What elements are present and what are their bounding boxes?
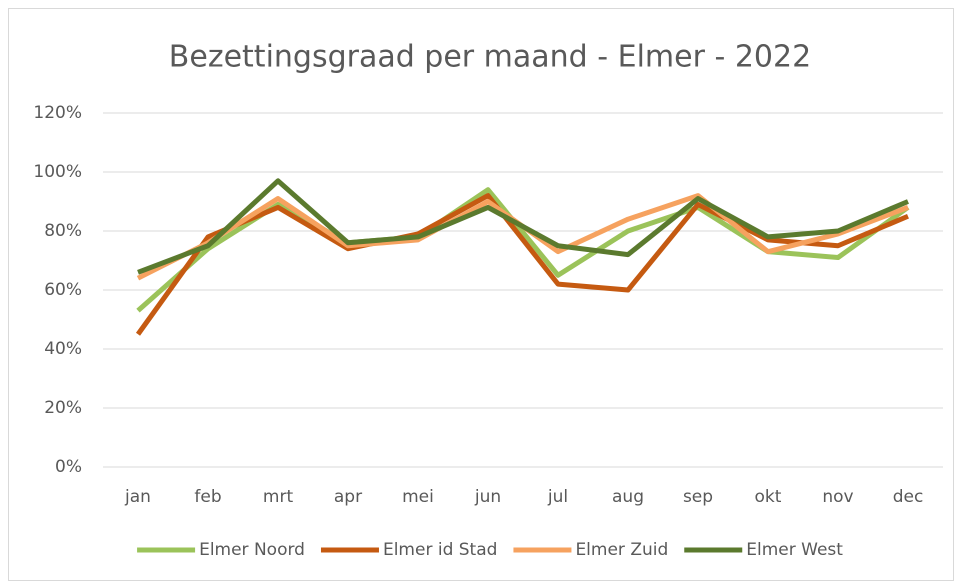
x-tick-label: nov: [822, 487, 853, 507]
x-tick-label: sep: [683, 487, 713, 507]
x-tick-label: okt: [755, 487, 782, 507]
x-tick-label: apr: [334, 487, 362, 507]
x-tick-label: jul: [547, 487, 568, 507]
y-tick-label: 40%: [44, 339, 82, 359]
y-tick-label: 60%: [44, 280, 82, 300]
y-tick-label: 120%: [33, 103, 82, 123]
legend-label: Elmer id Stad: [383, 540, 497, 560]
y-tick-label: 0%: [55, 457, 82, 477]
x-tick-label: jun: [474, 487, 501, 507]
chart-title: Bezettingsgraad per maand - Elmer - 2022: [169, 40, 811, 75]
x-tick-label: feb: [194, 487, 221, 507]
legend-label: Elmer Noord: [199, 540, 305, 560]
y-tick-label: 100%: [33, 162, 82, 182]
series-line: [137, 178, 909, 275]
x-tick-label: mei: [402, 487, 434, 507]
x-tick-label: aug: [612, 487, 644, 507]
y-tick-label: 80%: [44, 221, 82, 241]
y-tick-label: 20%: [44, 398, 82, 418]
x-tick-label: jan: [124, 487, 151, 507]
x-tick-label: dec: [893, 487, 924, 507]
series-line: [135, 193, 909, 336]
legend-label: Elmer West: [746, 540, 843, 560]
x-tick-label: mrt: [263, 487, 294, 507]
legend-label: Elmer Zuid: [575, 540, 668, 560]
